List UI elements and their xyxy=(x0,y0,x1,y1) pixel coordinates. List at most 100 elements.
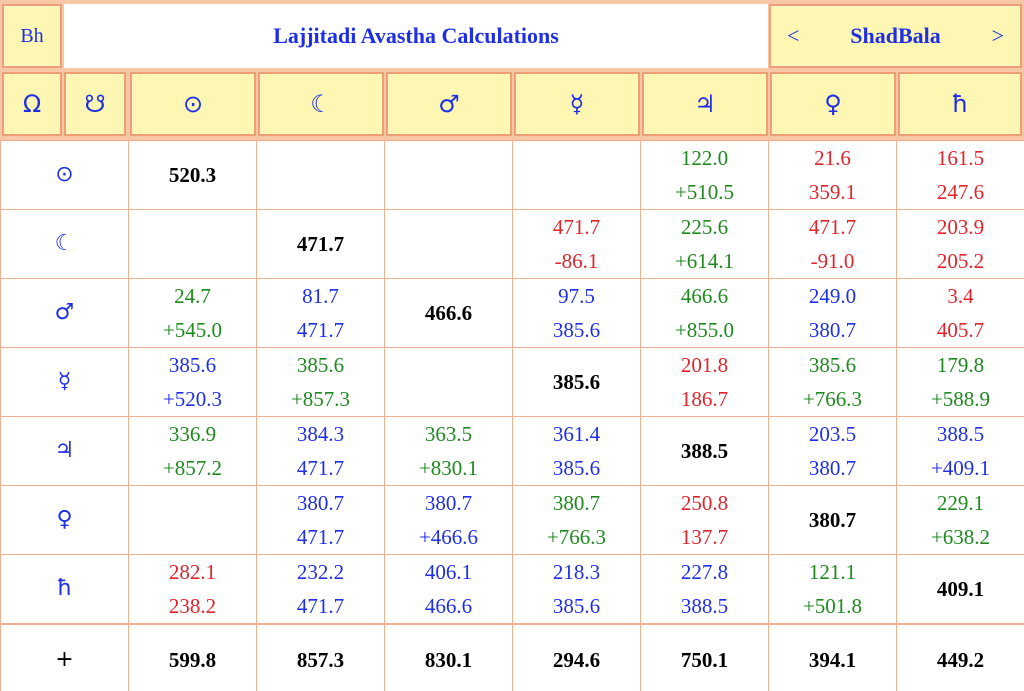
cell-value-bottom: 466.6 xyxy=(424,594,473,618)
diagonal-value: 385.6 xyxy=(552,370,601,394)
cell-value-top: 203.9 xyxy=(936,215,985,239)
cell-value-top: 336.9 xyxy=(168,422,217,446)
cell-value-bottom: 471.7 xyxy=(296,525,345,549)
bh-label: Bh xyxy=(20,24,44,47)
cell-value-top: 203.5 xyxy=(808,422,857,446)
table-cell: 388.5 +409.1 xyxy=(896,416,1024,486)
cell-value-bottom: 380.7 xyxy=(808,456,857,480)
cell-value-top: 380.7 xyxy=(552,491,601,515)
total-value: 857.3 xyxy=(256,623,385,691)
cell-value-top: 250.8 xyxy=(680,491,729,515)
mars-icon: ♂ xyxy=(0,278,129,348)
table-row-mars: ♂ 24.7 +545.0 81.7 471.7 466.6 97.5 385.6 466.6 +… xyxy=(0,278,1024,348)
cell-value-top: 97.5 xyxy=(558,284,595,308)
column-header-jupiter[interactable]: ♃ xyxy=(642,72,768,136)
cell-value-bottom: 137.7 xyxy=(680,525,729,549)
table-cell xyxy=(384,140,513,210)
table-cell: 225.6 +614.1 xyxy=(640,209,769,279)
shadbala-link[interactable]: ShadBala xyxy=(850,23,941,48)
totals-label: + xyxy=(0,623,129,691)
table-row-jupiter: ♃ 336.9 +857.2 384.3 471.7 363.5 +830.1 361.4 38… xyxy=(0,416,1024,486)
cell-value-bottom: 385.6 xyxy=(552,594,601,618)
cell-value-top: 388.5 xyxy=(936,422,985,446)
shadbala-nav: < ShadBala > xyxy=(769,4,1022,68)
table-row-mercury: ☿ 385.6 +520.3 385.6 +857.3 385.6 201.8 186.7 38… xyxy=(0,347,1024,417)
cell-value-bottom: +638.2 xyxy=(930,525,991,549)
totals-row: +599.8 857.3 830.1 294.6 750.1 394.1 449.2 xyxy=(0,623,1024,691)
diagonal-value: 520.3 xyxy=(168,163,217,187)
column-header-saturn[interactable]: ħ xyxy=(898,72,1022,136)
cell-value-bottom: 405.7 xyxy=(936,318,985,342)
table-row-venus: ♀ 380.7 471.7 380.7 +466.6 380.7 +766.3 250.8 13… xyxy=(0,485,1024,555)
cell-value-top: 232.2 xyxy=(296,560,345,584)
table-cell: 520.3 xyxy=(128,140,257,210)
cell-value-bottom: 471.7 xyxy=(296,456,345,480)
cell-value-bottom: 359.1 xyxy=(808,180,857,204)
nav-prev-button[interactable]: < xyxy=(787,23,800,48)
cell-value-top: 406.1 xyxy=(424,560,473,584)
cell-value-bottom: +857.2 xyxy=(162,456,223,480)
cell-value-bottom: +510.5 xyxy=(674,180,735,204)
cell-value-bottom: +501.8 xyxy=(802,594,863,618)
table-cell: 385.6 +766.3 xyxy=(768,347,897,417)
cell-value-bottom: +857.3 xyxy=(290,387,351,411)
table-cell: 471.7 xyxy=(256,209,385,279)
saturn-icon: ħ xyxy=(951,90,969,118)
total-value: 294.6 xyxy=(512,623,641,691)
column-header-ketu[interactable]: ☋ xyxy=(64,72,126,136)
table-cell: 122.0 +510.5 xyxy=(640,140,769,210)
nav-next-button[interactable]: > xyxy=(991,23,1004,48)
column-header-moon[interactable]: ☾ xyxy=(258,72,384,136)
column-header-sun[interactable]: ⊙ xyxy=(130,72,256,136)
cell-value-top: 385.6 xyxy=(168,353,217,377)
table-cell: 406.1 466.6 xyxy=(384,554,513,625)
cell-value-bottom: +545.0 xyxy=(162,318,223,342)
table-cell: 203.5 380.7 xyxy=(768,416,897,486)
table-cell: 249.0 380.7 xyxy=(768,278,897,348)
table-cell: 466.6 xyxy=(384,278,513,348)
table-cell: 409.1 xyxy=(896,554,1024,625)
column-header-mercury[interactable]: ☿ xyxy=(514,72,640,136)
cell-value-top: 179.8 xyxy=(936,353,985,377)
cell-value-top: 380.7 xyxy=(296,491,345,515)
table-cell: 179.8 +588.9 xyxy=(896,347,1024,417)
table-row-moon: ☾ 471.7 471.7 -86.1 225.6 +614.1 471.7 -91.0 203… xyxy=(0,209,1024,279)
table-cell: 380.7 +466.6 xyxy=(384,485,513,555)
column-header-venus[interactable]: ♀ xyxy=(770,72,896,136)
avastha-table: ⊙ 520.3 122.0 +510.5 21.6 359.1 161.5 247.6 ☾ 471… xyxy=(0,140,1024,691)
table-cell xyxy=(128,485,257,555)
table-cell xyxy=(512,140,641,210)
jupiter-icon: ♃ xyxy=(694,90,716,118)
diagonal-value: 466.6 xyxy=(424,301,473,325)
table-cell: 232.2 471.7 xyxy=(256,554,385,625)
cell-value-top: 3.4 xyxy=(947,284,974,308)
column-header-mars[interactable]: ♂ xyxy=(386,72,512,136)
table-cell: 81.7 471.7 xyxy=(256,278,385,348)
cell-value-top: 21.6 xyxy=(814,146,851,170)
table-cell: 380.7 xyxy=(768,485,897,555)
table-cell: 3.4 405.7 xyxy=(896,278,1024,348)
cell-value-bottom: +830.1 xyxy=(418,456,479,480)
diagonal-value: 380.7 xyxy=(808,508,857,532)
column-header-rahu[interactable]: Ω xyxy=(2,72,62,136)
total-value: 394.1 xyxy=(768,623,897,691)
cell-value-bottom: 205.2 xyxy=(936,249,985,273)
cell-value-bottom: +766.3 xyxy=(546,525,607,549)
cell-value-top: 471.7 xyxy=(552,215,601,239)
cell-value-top: 385.6 xyxy=(296,353,345,377)
total-value: 750.1 xyxy=(640,623,769,691)
page-title-text: Lajjitadi Avastha Calculations xyxy=(273,23,559,48)
bh-button[interactable]: Bh xyxy=(2,4,62,68)
cell-value-bottom: +409.1 xyxy=(930,456,991,480)
ketu-icon: ☋ xyxy=(84,90,106,118)
cell-value-top: 218.3 xyxy=(552,560,601,584)
table-cell: 229.1 +638.2 xyxy=(896,485,1024,555)
cell-value-bottom: 186.7 xyxy=(680,387,729,411)
table-cell xyxy=(256,140,385,210)
table-cell: 385.6 +857.3 xyxy=(256,347,385,417)
sun-icon: ⊙ xyxy=(0,140,129,210)
table-cell: 161.5 247.6 xyxy=(896,140,1024,210)
table-cell: 282.1 238.2 xyxy=(128,554,257,625)
total-value: 830.1 xyxy=(384,623,513,691)
table-cell: 380.7 471.7 xyxy=(256,485,385,555)
